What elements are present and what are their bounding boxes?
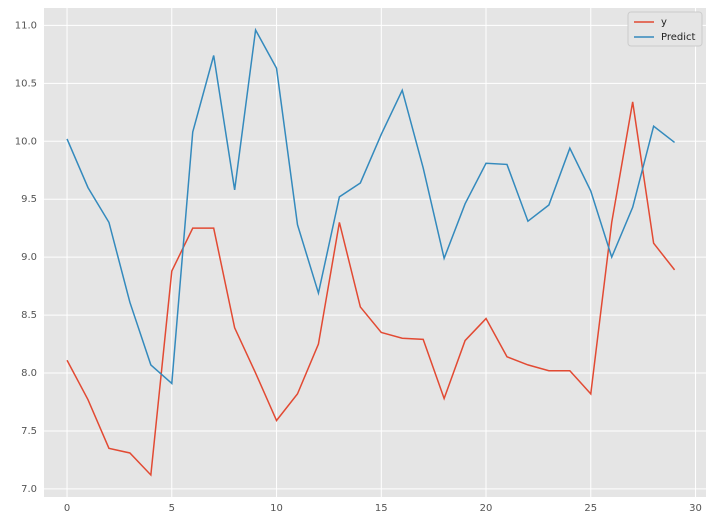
y-tick-label: 9.5 — [21, 194, 37, 205]
legend-label: y — [661, 17, 667, 28]
x-tick-label: 10 — [270, 503, 283, 514]
y-tick-label: 10.0 — [15, 136, 37, 147]
y-tick-label: 11.0 — [15, 20, 37, 31]
y-tick-label: 8.5 — [21, 310, 37, 321]
x-tick-label: 25 — [584, 503, 597, 514]
x-tick-label: 20 — [480, 503, 493, 514]
series-line — [66, 27, 676, 385]
y-tick-label: 8.0 — [21, 368, 37, 379]
x-tick-label: 5 — [169, 503, 175, 514]
y-tick-label: 9.0 — [21, 252, 37, 263]
series-line — [66, 101, 676, 477]
plot-area — [44, 8, 706, 497]
y-tick-label: 7.0 — [21, 484, 37, 495]
x-tick-label: 0 — [64, 503, 70, 514]
y-tick-label: 7.5 — [21, 426, 37, 437]
x-tick-label: 15 — [375, 503, 388, 514]
y-tick-label: 10.5 — [15, 78, 37, 89]
legend-label: Predict — [661, 32, 696, 43]
x-tick-label: 30 — [689, 503, 702, 514]
